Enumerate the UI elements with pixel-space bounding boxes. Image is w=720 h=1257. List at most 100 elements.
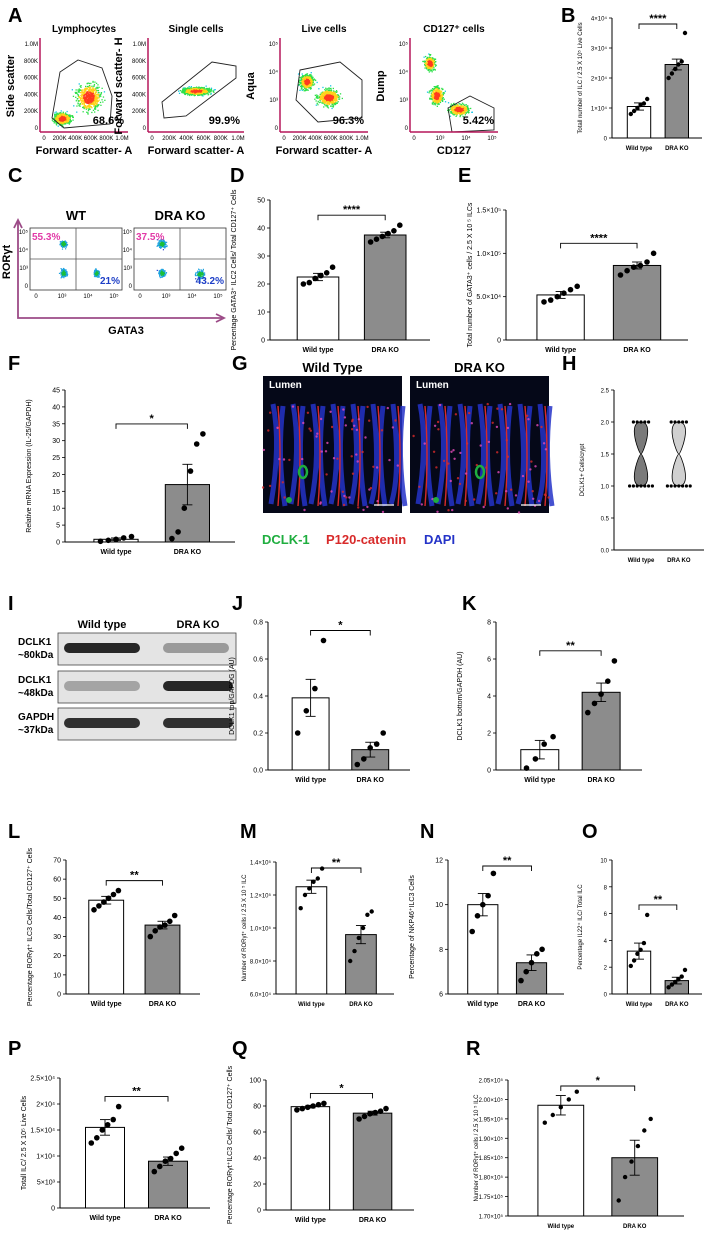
x-tick-label: 1.0M bbox=[231, 136, 244, 142]
event-dot bbox=[191, 88, 193, 90]
event-dot bbox=[440, 93, 442, 95]
event-dot bbox=[439, 91, 441, 93]
x-tick-label: 10⁵ bbox=[487, 135, 497, 142]
event-dot bbox=[325, 96, 327, 98]
event-dot bbox=[336, 99, 338, 101]
event-dot bbox=[438, 101, 440, 103]
event-dot bbox=[329, 95, 331, 98]
event-dot bbox=[78, 83, 80, 85]
event-dot bbox=[453, 114, 455, 116]
event-dot bbox=[428, 58, 430, 61]
event-dot bbox=[328, 102, 330, 104]
y-tick-label: 200K bbox=[132, 109, 146, 115]
event-dot bbox=[206, 90, 208, 92]
event-dot bbox=[435, 104, 437, 106]
event-dot bbox=[83, 104, 85, 106]
event-dot bbox=[462, 111, 464, 113]
event-dot bbox=[430, 58, 432, 60]
event-dot bbox=[195, 89, 197, 91]
event-dot bbox=[206, 91, 208, 94]
gate-percentage: 5.42% bbox=[463, 115, 494, 127]
event-dot bbox=[456, 112, 458, 114]
event-dot bbox=[203, 89, 205, 91]
event-dot bbox=[57, 113, 59, 115]
event-dot bbox=[66, 120, 68, 122]
event-dot bbox=[424, 60, 426, 62]
event-dot bbox=[96, 103, 98, 105]
event-dot bbox=[309, 85, 311, 87]
event-dot bbox=[297, 73, 300, 75]
event-dot bbox=[312, 80, 314, 82]
event-dot bbox=[72, 119, 74, 121]
event-dot bbox=[96, 96, 98, 98]
event-dot bbox=[58, 117, 60, 119]
event-dot bbox=[198, 94, 201, 96]
event-dot bbox=[320, 97, 322, 99]
event-dot bbox=[335, 93, 337, 95]
event-dot bbox=[67, 121, 69, 123]
event-dot bbox=[436, 92, 439, 94]
event-dot bbox=[65, 120, 67, 122]
event-dot bbox=[78, 89, 81, 91]
event-dot bbox=[427, 64, 430, 66]
event-dot bbox=[85, 108, 87, 110]
event-dot bbox=[62, 111, 64, 113]
event-dot bbox=[90, 91, 92, 94]
event-dot bbox=[326, 103, 328, 105]
x-tick-label: 600K bbox=[84, 136, 98, 142]
event-dot bbox=[82, 91, 84, 94]
event-dot bbox=[178, 90, 180, 92]
event-dot bbox=[453, 112, 455, 114]
event-dot bbox=[302, 88, 304, 91]
event-dot bbox=[437, 85, 439, 87]
event-dot bbox=[68, 123, 70, 125]
event-dot bbox=[333, 100, 335, 102]
event-dot bbox=[452, 113, 454, 115]
event-dot bbox=[463, 111, 466, 113]
event-dot bbox=[317, 100, 319, 103]
event-dot bbox=[325, 105, 327, 107]
panel-label-j: J bbox=[232, 593, 243, 615]
event-dot bbox=[471, 111, 473, 113]
event-dot bbox=[87, 97, 89, 99]
event-dot bbox=[324, 100, 326, 102]
event-dot bbox=[326, 90, 328, 92]
event-dot bbox=[327, 91, 329, 94]
event-dot bbox=[437, 98, 439, 101]
event-dot bbox=[320, 96, 322, 98]
event-dot bbox=[332, 106, 334, 108]
event-dot bbox=[91, 101, 93, 103]
event-dot bbox=[97, 93, 99, 95]
event-dot bbox=[432, 58, 434, 60]
event-dot bbox=[77, 93, 79, 96]
event-dot bbox=[94, 100, 96, 103]
y-tick-label: 0 bbox=[405, 126, 409, 132]
event-dot bbox=[325, 88, 328, 90]
event-dot bbox=[320, 97, 323, 99]
event-dot bbox=[326, 96, 329, 98]
event-dot bbox=[459, 103, 461, 105]
event-dot bbox=[210, 93, 212, 95]
event-dot bbox=[328, 89, 330, 92]
event-dot bbox=[55, 124, 58, 126]
x-tick-label: 400K bbox=[68, 136, 82, 142]
event-dot bbox=[424, 64, 426, 66]
event-dot bbox=[185, 91, 187, 93]
event-dot bbox=[430, 66, 432, 69]
event-dot bbox=[95, 108, 97, 110]
event-dot bbox=[427, 61, 429, 63]
event-dot bbox=[98, 86, 100, 88]
event-dot bbox=[435, 98, 437, 100]
event-dot bbox=[62, 122, 65, 124]
event-dot bbox=[450, 111, 452, 113]
event-dot bbox=[467, 106, 469, 108]
event-dot bbox=[60, 110, 62, 112]
event-dot bbox=[429, 98, 431, 100]
event-dot bbox=[460, 113, 462, 115]
event-dot bbox=[90, 99, 92, 101]
event-dot bbox=[439, 97, 441, 99]
event-dot bbox=[430, 59, 432, 61]
event-dot bbox=[328, 103, 331, 106]
event-dot bbox=[323, 106, 325, 108]
